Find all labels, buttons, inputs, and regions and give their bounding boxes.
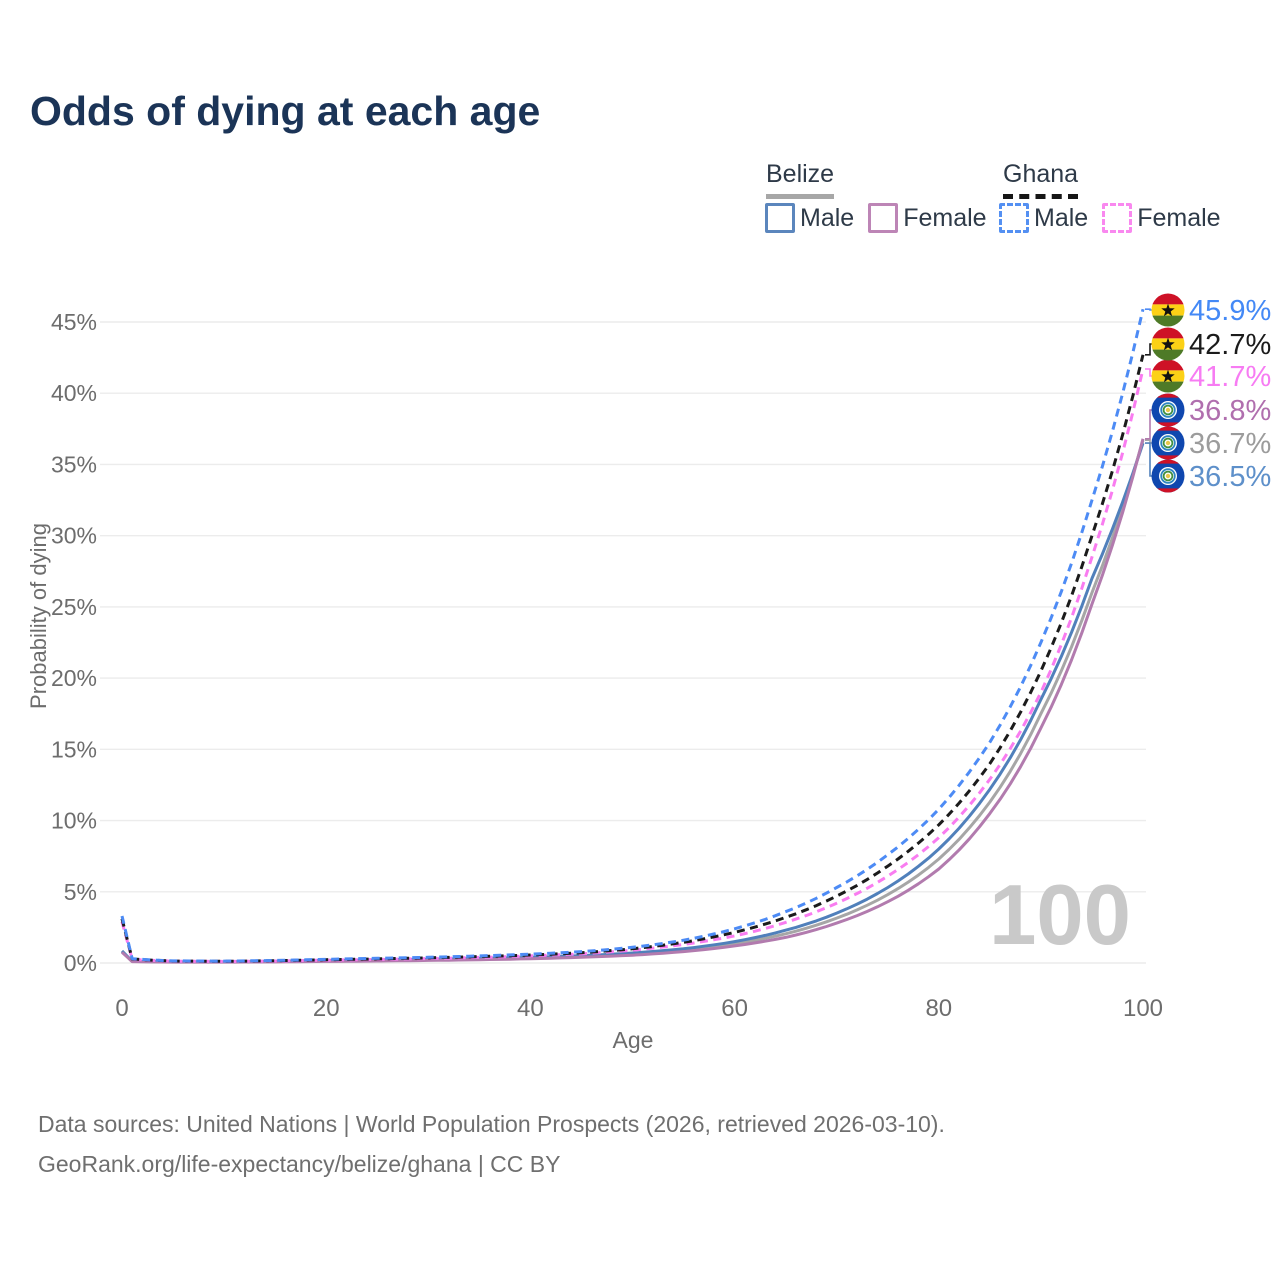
end-value-label-ghana-male: 45.9% [1189, 295, 1271, 327]
y-tick-label: 15% [51, 736, 97, 762]
belize-female-swatch-icon [868, 203, 899, 233]
legend-item-ghana-male[interactable]: Male [999, 203, 1088, 233]
legend-item-label: Female [1137, 203, 1221, 232]
ghana-female-swatch-icon [1102, 203, 1133, 233]
y-tick-label: 30% [51, 523, 97, 549]
end-value-label-belize-all: 36.7% [1189, 428, 1271, 460]
y-tick-label: 10% [51, 808, 97, 834]
legend-row-belize: Male Female [765, 203, 987, 233]
end-value-label-belize-female: 36.8% [1189, 395, 1271, 427]
ghana-flag-icon [1151, 293, 1185, 327]
legend-item-belize-female[interactable]: Female [868, 203, 987, 233]
x-tick-label: 0 [115, 995, 128, 1022]
y-tick-label: 45% [51, 309, 97, 335]
y-tick-label: 25% [51, 594, 97, 620]
gridlines: 0% 5% 10% 15% 20% 25% 30% 35% 40% 45% 0 20 40 60 80 100 [51, 309, 1163, 1022]
legend-group-ghana[interactable]: Ghana [1003, 160, 1079, 199]
leader-line [1145, 409, 1153, 440]
footer: Data sources: United Nations | World Pop… [38, 1104, 945, 1184]
ghana-male-swatch-icon [999, 203, 1029, 233]
series-line-ghana-female [120, 368, 1145, 963]
belize-male-swatch-icon [765, 203, 795, 233]
ghana-flag-icon [1151, 327, 1185, 361]
y-tick-label: 20% [51, 665, 97, 691]
legend-item-ghana-female[interactable]: Female [1102, 203, 1221, 233]
legend-group-belize-label: Belize [766, 160, 835, 199]
flag-icons [1151, 293, 1185, 493]
x-tick-label: 100 [1123, 995, 1163, 1022]
end-value-label-belize-male: 36.5% [1189, 461, 1271, 493]
ghana-flag-icon [1151, 359, 1185, 393]
y-tick-label: 35% [51, 451, 97, 477]
end-value-labels: 36.7%36.5% 36.8%41.7%42.7%45.9% [1189, 295, 1271, 493]
hover-age-watermark: 100 [989, 868, 1131, 963]
x-tick-label: 20 [313, 995, 340, 1022]
x-tick-label: 40 [517, 995, 544, 1022]
belize-flag-icon [1151, 426, 1185, 460]
legend-item-label: Male [800, 203, 855, 232]
y-tick-label: 40% [51, 380, 97, 406]
page-title: Odds of dying at each age [30, 88, 541, 134]
x-tick-label: 60 [721, 995, 748, 1022]
attribution-line: GeoRank.org/life-expectancy/belize/ghana… [38, 1151, 561, 1178]
series-line-ghana-male [120, 308, 1145, 963]
y-tick-label: 0% [64, 950, 97, 976]
y-axis-title: Probability of dying [26, 523, 51, 709]
legend-item-label: Female [903, 203, 987, 232]
legend-group-ghana-label: Ghana [1003, 160, 1079, 199]
leader-line [1145, 442, 1153, 477]
belize-flag-icon [1151, 393, 1185, 427]
leader-lines [1145, 308, 1153, 477]
y-tick-label: 5% [64, 879, 97, 905]
legend-row-ghana: Male Female [999, 203, 1221, 233]
belize-flag-icon [1151, 459, 1185, 493]
legend-group-belize[interactable]: Belize [766, 160, 835, 199]
series-lines [120, 308, 1145, 964]
x-axis-title: Age [613, 1027, 654, 1053]
legend-item-belize-male[interactable]: Male [765, 203, 854, 233]
legend-item-label: Male [1034, 203, 1089, 232]
x-tick-label: 80 [925, 995, 952, 1022]
series-line-belize-female [120, 438, 1145, 964]
data-sources-line: Data sources: United Nations | World Pop… [38, 1111, 945, 1137]
end-value-label-ghana-female: 41.7% [1189, 361, 1271, 393]
end-value-label-ghana-all: 42.7% [1189, 329, 1271, 361]
plot-area[interactable] [100, 290, 1146, 965]
